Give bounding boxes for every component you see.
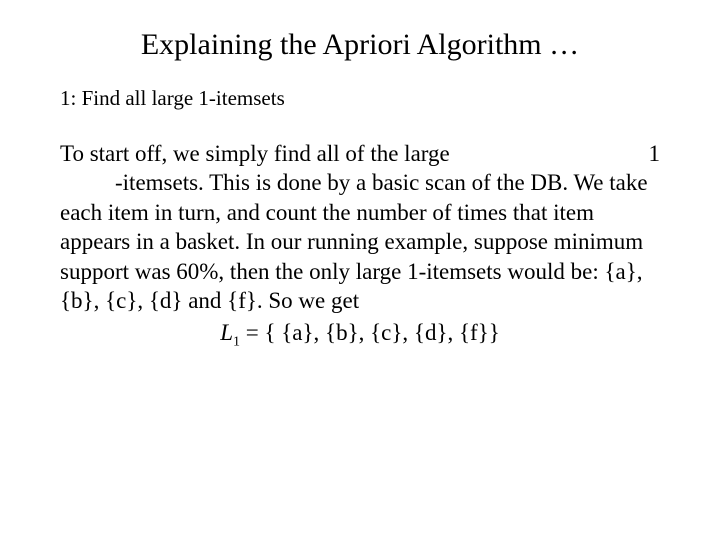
step-line: 1: Find all large 1-itemsets — [60, 86, 660, 111]
formula-var: L — [220, 320, 233, 345]
slide-title: Explaining the Apriori Algorithm … — [60, 28, 660, 62]
formula-line: L1 = { {a}, {b}, {c}, {d}, {f}} — [60, 318, 660, 352]
body-first-left: To start off, we simply find all of the … — [60, 139, 450, 168]
formula-rhs: = { {a}, {b}, {c}, {d}, {f}} — [240, 320, 500, 345]
body-rest: -itemsets. This is done by a basic scan … — [60, 170, 648, 313]
formula-sub: 1 — [233, 334, 240, 349]
body-first-right: 1 — [649, 139, 661, 168]
body-text: To start off, we simply find all of the … — [60, 139, 660, 351]
